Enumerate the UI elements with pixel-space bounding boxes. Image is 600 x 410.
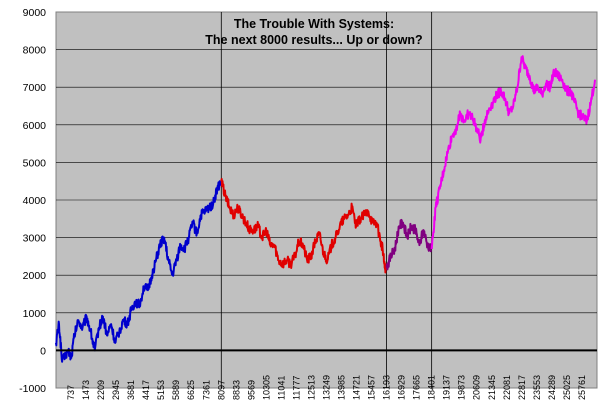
x-tick-label-4: 3681 [126,380,136,400]
y-tick-label-1: 0 [40,345,46,357]
y-tick-label-9: 8000 [23,45,47,57]
series-line-1 [220,178,388,274]
x-tick-label-26: 19873 [457,375,467,400]
x-tick-label-18: 13985 [336,375,346,400]
series-line-0 [55,180,223,363]
y-tick-label-4: 3000 [23,233,47,245]
chart-title-line-2: The next 8000 results... Up or down? [205,33,422,47]
x-tick-label-13: 10305 [261,375,271,400]
series-line-3 [430,55,596,249]
x-tick-label-22: 16929 [397,375,407,400]
x-tick-label-24: 18401 [427,375,437,400]
y-tick-label-8: 7000 [23,82,47,94]
x-tick-label-32: 24289 [547,375,557,400]
x-tick-label-15: 11777 [291,376,301,400]
chart-title-line-1: The Trouble With Systems: [234,17,394,31]
x-tick-label-20: 15457 [367,375,377,400]
x-tick-label-3: 2945 [111,380,121,400]
x-tick-label-17: 13249 [321,375,331,400]
x-tick-label-31: 23553 [532,375,542,400]
x-tick-label-16: 12513 [306,375,316,400]
x-tick-label-30: 22817 [517,375,527,400]
x-tick-labels: 737 1473 2209 2945 3681 4417 5153 5889 6625 7361 8… [66,375,587,400]
x-tick-label-9: 7361 [201,380,211,400]
series-line-2 [385,218,433,271]
x-tick-label-11: 8833 [231,380,241,400]
x-tick-label-33: 25025 [562,375,572,400]
x-tick-label-8: 6625 [186,380,196,400]
x-tick-label-21: 16193 [382,375,392,400]
series-lines [55,55,596,363]
vertical-markers [220,12,433,388]
x-tick-label-34: 25761 [577,375,587,400]
x-tick-label-27: 20609 [472,375,482,400]
x-tick-label-14: 11041 [276,376,286,400]
x-tick-label-12: 9569 [246,380,256,400]
x-tick-label-19: 14721 [352,375,362,400]
y-tick-label-0: -1000 [19,383,46,395]
x-tick-label-6: 5153 [156,380,166,400]
y-tick-label-3: 2000 [23,270,47,282]
x-tick-label-0: 737 [66,385,76,400]
x-tick-label-5: 4417 [141,380,151,400]
x-tick-label-2: 2209 [96,380,106,400]
x-tick-label-1: 1473 [81,380,91,400]
y-tick-labels: -1000 0 1000 2000 3000 4000 5000 6000 7000 8000 90… [19,7,46,395]
x-tick-label-25: 19137 [442,375,452,400]
y-tick-label-10: 9000 [23,7,47,19]
y-tick-label-7: 6000 [23,120,47,132]
x-tick-label-29: 22081 [502,375,512,400]
y-tick-label-2: 1000 [23,308,47,320]
y-tick-label-5: 4000 [23,195,47,207]
x-tick-label-10: 8097 [216,380,226,400]
x-tick-label-23: 17665 [412,375,422,400]
x-tick-label-7: 5889 [171,380,181,400]
y-tick-label-6: 5000 [23,157,47,169]
x-tick-label-28: 21345 [487,375,497,400]
